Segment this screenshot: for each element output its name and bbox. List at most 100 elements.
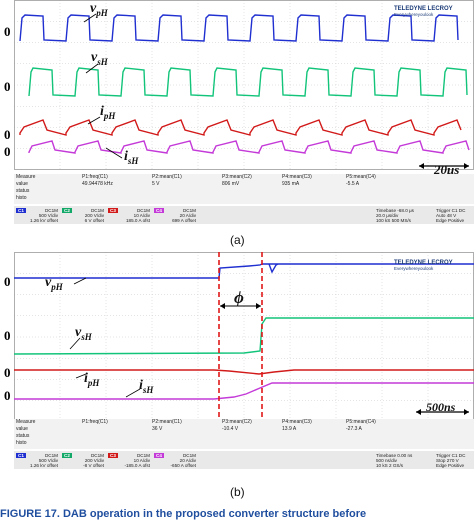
timebase-box[interactable]: Timebase -68.0 μs 20.0 μs/div 100 kS 500 M… (374, 208, 432, 223)
measure-row-label: histo (16, 440, 27, 446)
channel-scale: 200 V/div (84, 213, 104, 218)
label-vsH-b: vsH (75, 325, 92, 342)
trigger-box-text: Trigger C1 DC (436, 208, 466, 213)
channel-offset: 1.26 kV offset (29, 463, 58, 468)
zero-mark-a4: 0 (4, 144, 11, 159)
label-vpH-a: vpH (90, 1, 108, 18)
trigger-box[interactable]: Trigger C1 DC Stop 270 V Edge Positive (434, 453, 472, 468)
channel-offset: 185.0 A ofst (125, 218, 150, 223)
channel-id: C3 (108, 208, 118, 213)
measure-cell: value (16, 426, 28, 432)
channel-scale: 20 A/div (179, 213, 196, 218)
channel-scale: 500 V/div (38, 458, 58, 463)
timebase-box-text: 500 ns/div (376, 458, 397, 463)
measure-cell: P2:mean(C1) (152, 419, 182, 425)
measure-row-label: status (16, 188, 30, 194)
measure-cell: P1:freq(C1) (82, 419, 108, 425)
measure-cell: P1:freq(C1) (82, 174, 108, 180)
pointer-vpH-a (83, 13, 97, 23)
channel-id: C3 (108, 453, 118, 458)
pointer-ipH-b (75, 373, 87, 379)
channel-coupling: DC1M (44, 453, 58, 458)
measure-cell: -10.4 V (222, 426, 239, 432)
measure-header-row: Measure P1:freq(C1) P2:mean(C1) P3:mean(C2)… (14, 174, 474, 181)
measure-table-a: Measure P1:freq(C1) P2:mean(C1) P3:mean(C2)… (14, 174, 474, 204)
channel-bar-a: C1 DC1M 500 V/div 1.26 kV offset C2 DC1M 200 V… (14, 206, 474, 224)
channel-coupling: DC1M (90, 208, 104, 213)
measure-cell: 5 V (152, 181, 160, 187)
trigger-box-text: Stop 270 V (436, 458, 459, 463)
measure-cell: 36 V (152, 426, 163, 432)
trigger-box-text: Edge Positive (436, 463, 465, 468)
channel-coupling: DC1M (182, 453, 196, 458)
channel-id: C1 (16, 453, 26, 458)
measure-cell: Measure (16, 174, 36, 180)
measure-cell: 49.94478 kHz (82, 181, 113, 187)
channel-bar-b: C1 DC1M 500 V/div 1.26 kV offset C2 DC1M 200 V… (14, 451, 474, 469)
phase-label: ϕ (234, 288, 244, 307)
measure-value-row: value 49.94478 kHz 5 V 806 mV 935 mA -5.5 A (14, 181, 474, 188)
measure-cell: 13.9 A (282, 426, 297, 432)
channel-offset: -185.0 A ofst (124, 463, 150, 468)
trace-isH-a (28, 140, 470, 154)
channel-box-c3[interactable]: C3 DC1M 10 A/div 185.0 A ofst (108, 208, 152, 223)
trace-vsH-a (28, 67, 468, 97)
label-vsH-a: vsH (91, 50, 108, 67)
zero-mark-a1: 0 (4, 24, 11, 39)
timebase-box-text: 10 kS 2 GS/s (376, 463, 404, 468)
channel-coupling: DC1M (44, 208, 58, 213)
channel-scale: 200 V/div (84, 458, 104, 463)
measure-row-label: histo (16, 195, 27, 201)
channel-box-c2[interactable]: C2 DC1M 200 V/div -8 V offset (62, 453, 106, 468)
time-annotation-b: 500ns (426, 400, 456, 414)
brand-logo: TELEDYNE LECROY Everywhereyoulook (394, 6, 453, 17)
trace-vpH-a (19, 14, 459, 42)
pointer-vsH-a (85, 63, 99, 74)
channel-coupling: DC1M (90, 453, 104, 458)
channel-box-c4[interactable]: C4 DC1M 20 A/div -650 A offset (154, 453, 198, 468)
channel-id: C1 (16, 208, 26, 213)
measure-cell: Measure (16, 419, 36, 425)
channel-scale: 10 A/div (133, 213, 150, 218)
timebase-box[interactable]: Timebase 0.00 ns 500 ns/div 10 kS 2 GS/s (374, 453, 432, 468)
trigger-box[interactable]: Trigger C1 DC Auto 48 V Edge Positive (434, 208, 472, 223)
zero-mark-b4: 0 (4, 388, 11, 403)
channel-box-c2[interactable]: C2 DC1M 200 V/div 6 V offset (62, 208, 106, 223)
pointer-vpH-b (73, 277, 87, 285)
channel-offset: -650 A offset (170, 463, 196, 468)
brand-logo: TELEDYNE LECROY Everywhereyoulook (394, 260, 453, 271)
channel-offset: 1.26 kV offset (29, 218, 58, 223)
scope-b-screen (14, 252, 474, 422)
panel-a: TELEDYNE LECROY Everywhereyoulook 20μs Me… (14, 0, 474, 250)
channel-id: C4 (154, 453, 164, 458)
channel-coupling: DC1M (136, 208, 150, 213)
trace-isH-b (14, 382, 474, 400)
channel-box-c4[interactable]: C4 DC1M 20 A/div 699 A offset (154, 208, 198, 223)
panel-b: TELEDYNE LECROY Everywhereyoulook 500ns ϕ… (14, 252, 474, 508)
measure-cell: value (16, 181, 28, 187)
pointer-ipH-a (87, 116, 101, 125)
channel-offset: -8 V offset (83, 463, 104, 468)
channel-box-c3[interactable]: C3 DC1M 10 A/div -185.0 A ofst (108, 453, 152, 468)
zero-mark-a3: 0 (4, 127, 11, 142)
measure-row-label: status (16, 433, 30, 439)
channel-coupling: DC1M (136, 453, 150, 458)
measure-cell: 935 mA (282, 181, 300, 187)
channel-box-c1[interactable]: C1 DC1M 500 V/div 1.26 kV offset (16, 453, 60, 468)
label-isH-b: isH (139, 378, 154, 395)
time-arrow-head (416, 409, 421, 415)
channel-id: C2 (62, 453, 72, 458)
channel-offset: 699 A offset (172, 218, 196, 223)
measure-table-b: Measure P1:freq(C1) P2:mean(C1) P3:mean(C2)… (14, 419, 474, 449)
figure-caption: FIGURE 17. DAB operation in the proposed… (0, 508, 367, 520)
caption-a: (a) (230, 233, 245, 247)
trigger-box-text: Edge Positive (436, 218, 465, 223)
channel-scale: 500 V/div (38, 213, 58, 218)
measure-cell: P4:mean(C3) (282, 419, 312, 425)
channel-box-c1[interactable]: C1 DC1M 500 V/div 1.26 kV offset (16, 208, 60, 223)
channel-scale: 20 A/div (179, 458, 196, 463)
measure-header-row: Measure P1:freq(C1) P2:mean(C1) P3:mean(C2)… (14, 419, 474, 426)
measure-cell: P4:mean(C3) (282, 174, 312, 180)
time-arrow-head (464, 163, 469, 169)
label-vpH-b: vpH (45, 275, 63, 292)
